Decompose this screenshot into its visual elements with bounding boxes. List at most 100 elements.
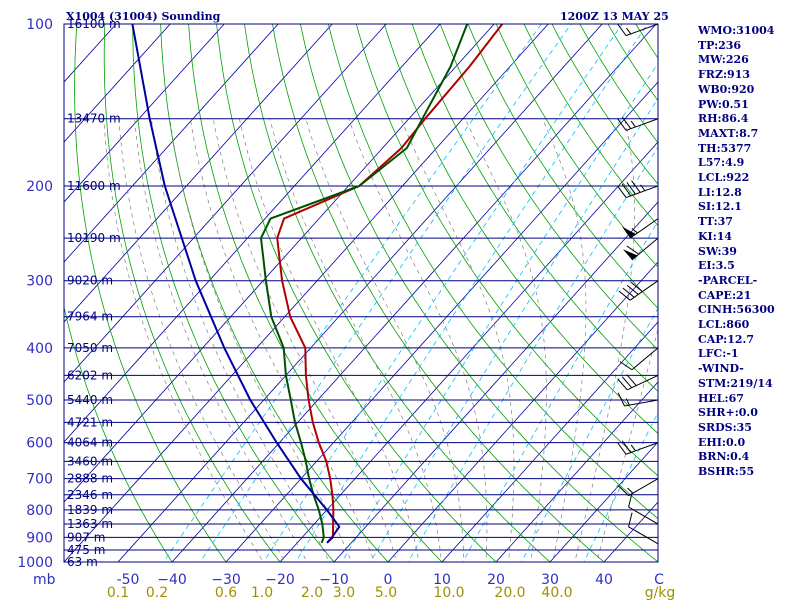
index-item: CINH:56300 <box>698 303 775 317</box>
pressure-tick-label: 900 <box>26 530 53 546</box>
index-item: PW:0.51 <box>698 97 749 111</box>
wind-barb <box>617 392 659 407</box>
isotherm-line <box>64 24 225 203</box>
wind-barb <box>617 440 659 455</box>
height-label: 475 m <box>67 543 105 557</box>
moist-adiabat-line <box>542 118 587 562</box>
isotherm-line <box>64 24 279 263</box>
index-item: SHR+:0.0 <box>698 406 758 420</box>
index-item: STM:219/14 <box>698 376 773 390</box>
index-item: KI:14 <box>698 229 733 243</box>
parcel-profile <box>131 24 341 544</box>
mixing-ratio-tick-label: 0.1 <box>107 585 129 600</box>
temperature-profile <box>276 24 504 544</box>
isotherm-line <box>549 441 658 562</box>
index-item: WB0:920 <box>698 82 755 96</box>
dry-adiabat-line <box>188 24 443 562</box>
mixing-ratio-tick-label: 10.0 <box>433 585 464 600</box>
mixing-ratio-line <box>295 24 648 562</box>
mixing-ratio-line <box>199 24 572 562</box>
temperature-tick-label: 30 <box>541 572 559 588</box>
dry-adiabat-line <box>64 305 173 562</box>
mixing-ratio-line <box>407 146 658 562</box>
station-title: X1004 (31004) Sounding <box>66 10 221 23</box>
index-item: -WIND- <box>698 362 744 376</box>
moist-adiabat-line <box>103 118 264 562</box>
pressure-tick-label: 100 <box>26 17 53 33</box>
mixing-ratio-tick-label: 5.0 <box>375 585 397 600</box>
index-item: BSHR:55 <box>698 465 755 479</box>
height-label: 4721 m <box>67 415 113 429</box>
height-label: 907 m <box>67 530 105 544</box>
mixing-ratio-tick-label: 0.2 <box>146 585 168 600</box>
index-item: SW:39 <box>698 244 737 258</box>
dry-adiabat-line <box>216 24 497 562</box>
dry-adiabat-line <box>355 24 658 477</box>
pressure-tick-label: 600 <box>26 436 53 452</box>
dewpoint-profile <box>260 24 469 544</box>
index-item: -PARCEL- <box>698 273 758 287</box>
pressure-tick-label: 400 <box>26 341 53 357</box>
moist-adiabat-line <box>169 118 352 562</box>
isotherm-line <box>171 24 657 562</box>
temperature-tick-labels: mb -50 −40 −30 −20 −10 0 10 20 30 40 C <box>33 572 664 588</box>
isotherm-line <box>64 24 495 503</box>
index-item: LFC:-1 <box>698 347 739 361</box>
index-item: LCL:860 <box>698 318 750 332</box>
wind-barb <box>617 180 659 199</box>
temperature-tick-label: 0 <box>384 572 393 588</box>
sounding-indices-list: WMO:31004 TP:236 MW:226 FRZ:913 WB0:920 PW:0.… <box>698 24 798 480</box>
index-item: RH:86.4 <box>698 112 749 126</box>
wind-barb <box>618 280 659 301</box>
dry-adiabat-line <box>411 24 658 392</box>
moist-adiabat-line <box>118 118 286 562</box>
height-labels: 16100 m 13470 m 11600 m 10190 m 9020 m 7964 m… <box>67 17 121 569</box>
dry-adiabat-line <box>272 24 605 562</box>
isotherm-line <box>64 24 171 143</box>
index-item: EI:3.5 <box>698 259 735 273</box>
index-item: BRN:0.4 <box>698 450 750 464</box>
moist-adiabat-line <box>348 118 488 562</box>
temperature-unit-label: C <box>654 572 664 588</box>
mixing-ratio-unit-label: g/kg <box>645 585 676 600</box>
height-label: 9020 m <box>67 274 113 288</box>
wind-barb <box>628 512 659 545</box>
moist-adiabat-line <box>151 118 330 562</box>
moist-adiabat-line <box>596 327 658 562</box>
wind-barb <box>617 23 659 37</box>
temperature-tick-label: −30 <box>211 572 241 588</box>
temperature-tick-label: 40 <box>595 572 613 588</box>
height-label: 16100 m <box>67 17 121 31</box>
height-label: 1839 m <box>67 503 113 517</box>
height-label: 13470 m <box>67 112 121 126</box>
temperature-tick-label: -50 <box>117 572 140 588</box>
wind-barb <box>617 116 659 131</box>
isotherm-line <box>495 381 658 562</box>
moist-adiabat-line <box>239 118 420 562</box>
time-label: 1200Z 13 MAY 25 <box>560 10 669 23</box>
isotherm-line <box>0 12 73 573</box>
index-item: MAXT:8.7 <box>698 126 759 140</box>
index-item: LCL:922 <box>698 171 750 185</box>
dry-adiabat-line <box>383 24 658 434</box>
height-label: 10190 m <box>67 231 121 245</box>
wind-barb <box>617 374 659 391</box>
chart-grid <box>0 12 658 573</box>
index-item: WMO:31004 <box>698 24 775 37</box>
pressure-tick-labels: 100 200 300 400 500 600 700 800 900 1000 <box>17 17 53 571</box>
temperature-tick-label: −20 <box>265 572 295 588</box>
moist-adiabat-line <box>464 118 547 562</box>
height-label: 3460 m <box>67 454 113 468</box>
mixing-ratio-tick-label: 0.6 <box>215 585 237 600</box>
sounding-profiles <box>131 24 504 544</box>
dry-adiabat-line <box>74 24 227 562</box>
height-label: 4064 m <box>67 436 113 450</box>
pressure-tick-label: 200 <box>26 179 53 195</box>
isotherm-line <box>64 24 441 443</box>
isotherm-line <box>64 24 549 562</box>
dry-adiabat-line <box>103 24 281 562</box>
mixing-ratio-line <box>163 24 542 562</box>
pressure-tick-label: 1000 <box>17 555 53 571</box>
wind-barb <box>628 492 659 525</box>
